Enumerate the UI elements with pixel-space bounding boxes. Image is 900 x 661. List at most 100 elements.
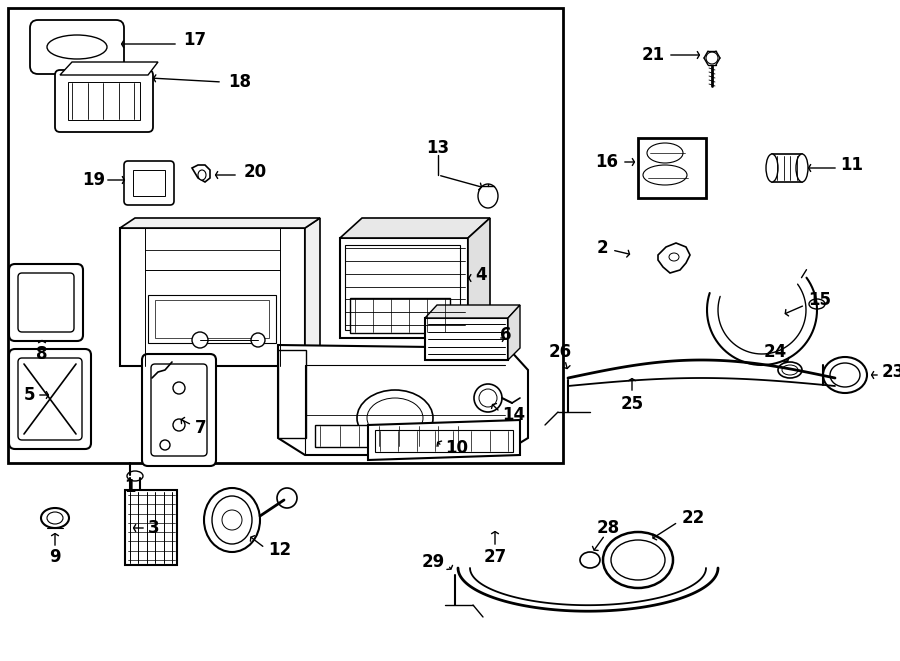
- Polygon shape: [508, 305, 520, 360]
- Text: 13: 13: [427, 139, 450, 157]
- Ellipse shape: [47, 35, 107, 59]
- Ellipse shape: [47, 512, 63, 524]
- Ellipse shape: [766, 154, 778, 182]
- Polygon shape: [425, 305, 520, 318]
- Bar: [120, 228, 305, 366]
- Text: 3: 3: [148, 519, 159, 537]
- Text: 16: 16: [595, 153, 618, 171]
- Ellipse shape: [474, 384, 502, 412]
- Ellipse shape: [367, 398, 423, 438]
- Text: 24: 24: [763, 343, 787, 361]
- Polygon shape: [278, 345, 528, 455]
- Polygon shape: [192, 165, 210, 182]
- Text: 19: 19: [82, 171, 105, 189]
- Text: 17: 17: [184, 31, 207, 49]
- Bar: [350, 298, 450, 333]
- FancyBboxPatch shape: [30, 20, 124, 74]
- Ellipse shape: [168, 355, 180, 365]
- Ellipse shape: [479, 389, 497, 407]
- Text: 20: 20: [243, 163, 266, 181]
- Text: 25: 25: [620, 395, 643, 413]
- Text: 6: 6: [500, 326, 511, 344]
- Polygon shape: [368, 420, 520, 460]
- Text: 9: 9: [50, 548, 61, 566]
- Ellipse shape: [603, 532, 673, 588]
- Text: 23: 23: [882, 363, 900, 381]
- FancyBboxPatch shape: [151, 364, 207, 456]
- FancyBboxPatch shape: [18, 358, 82, 440]
- Ellipse shape: [706, 52, 718, 64]
- Text: 12: 12: [268, 541, 291, 559]
- Bar: [315, 425, 463, 447]
- Polygon shape: [60, 62, 158, 75]
- Text: 14: 14: [502, 406, 525, 424]
- Ellipse shape: [160, 440, 170, 450]
- FancyBboxPatch shape: [124, 161, 174, 205]
- Ellipse shape: [127, 471, 143, 481]
- FancyBboxPatch shape: [9, 349, 91, 449]
- Bar: [345, 245, 460, 330]
- Bar: [772, 154, 802, 182]
- Ellipse shape: [580, 552, 600, 568]
- Bar: [68, 82, 140, 120]
- Text: 28: 28: [597, 519, 619, 537]
- Polygon shape: [340, 218, 490, 238]
- Ellipse shape: [823, 357, 867, 393]
- Polygon shape: [340, 238, 468, 338]
- Text: 22: 22: [682, 509, 706, 527]
- Bar: [638, 138, 706, 198]
- Text: 21: 21: [642, 46, 665, 64]
- Bar: [125, 490, 177, 565]
- Text: 1: 1: [124, 478, 136, 496]
- Ellipse shape: [647, 143, 683, 163]
- Text: 5: 5: [23, 386, 35, 404]
- Ellipse shape: [611, 540, 665, 580]
- Ellipse shape: [143, 375, 155, 385]
- Ellipse shape: [192, 332, 208, 348]
- Text: 15: 15: [808, 291, 831, 309]
- Text: 26: 26: [548, 343, 572, 361]
- Text: 29: 29: [422, 553, 445, 571]
- Bar: [148, 295, 276, 343]
- Bar: [8, 8, 563, 463]
- Ellipse shape: [643, 165, 687, 185]
- Text: 8: 8: [36, 345, 48, 363]
- FancyBboxPatch shape: [55, 70, 153, 132]
- Ellipse shape: [251, 333, 265, 347]
- Ellipse shape: [830, 363, 860, 387]
- Text: 10: 10: [445, 439, 468, 457]
- Polygon shape: [120, 218, 320, 228]
- Ellipse shape: [778, 362, 802, 378]
- Bar: [155, 300, 269, 338]
- Text: 7: 7: [195, 419, 207, 437]
- Ellipse shape: [277, 488, 297, 508]
- Polygon shape: [305, 218, 320, 366]
- Ellipse shape: [41, 508, 69, 528]
- Ellipse shape: [782, 365, 798, 375]
- Ellipse shape: [212, 496, 252, 544]
- FancyBboxPatch shape: [18, 273, 74, 332]
- Bar: [375, 430, 513, 452]
- Bar: [278, 350, 306, 438]
- Bar: [133, 170, 165, 196]
- Ellipse shape: [173, 382, 185, 394]
- Ellipse shape: [669, 253, 679, 261]
- Polygon shape: [468, 218, 490, 338]
- Ellipse shape: [198, 170, 206, 180]
- Ellipse shape: [796, 154, 808, 182]
- Ellipse shape: [478, 184, 498, 208]
- Ellipse shape: [809, 299, 825, 309]
- Ellipse shape: [357, 390, 433, 446]
- Text: 2: 2: [597, 239, 608, 257]
- Text: 27: 27: [483, 548, 507, 566]
- Ellipse shape: [204, 488, 260, 552]
- FancyBboxPatch shape: [9, 264, 83, 341]
- FancyBboxPatch shape: [142, 354, 216, 466]
- Polygon shape: [658, 243, 690, 273]
- Text: 11: 11: [840, 156, 863, 174]
- Text: 4: 4: [475, 266, 487, 284]
- Ellipse shape: [173, 419, 185, 431]
- Text: 18: 18: [229, 73, 251, 91]
- Ellipse shape: [222, 510, 242, 530]
- Polygon shape: [425, 318, 508, 360]
